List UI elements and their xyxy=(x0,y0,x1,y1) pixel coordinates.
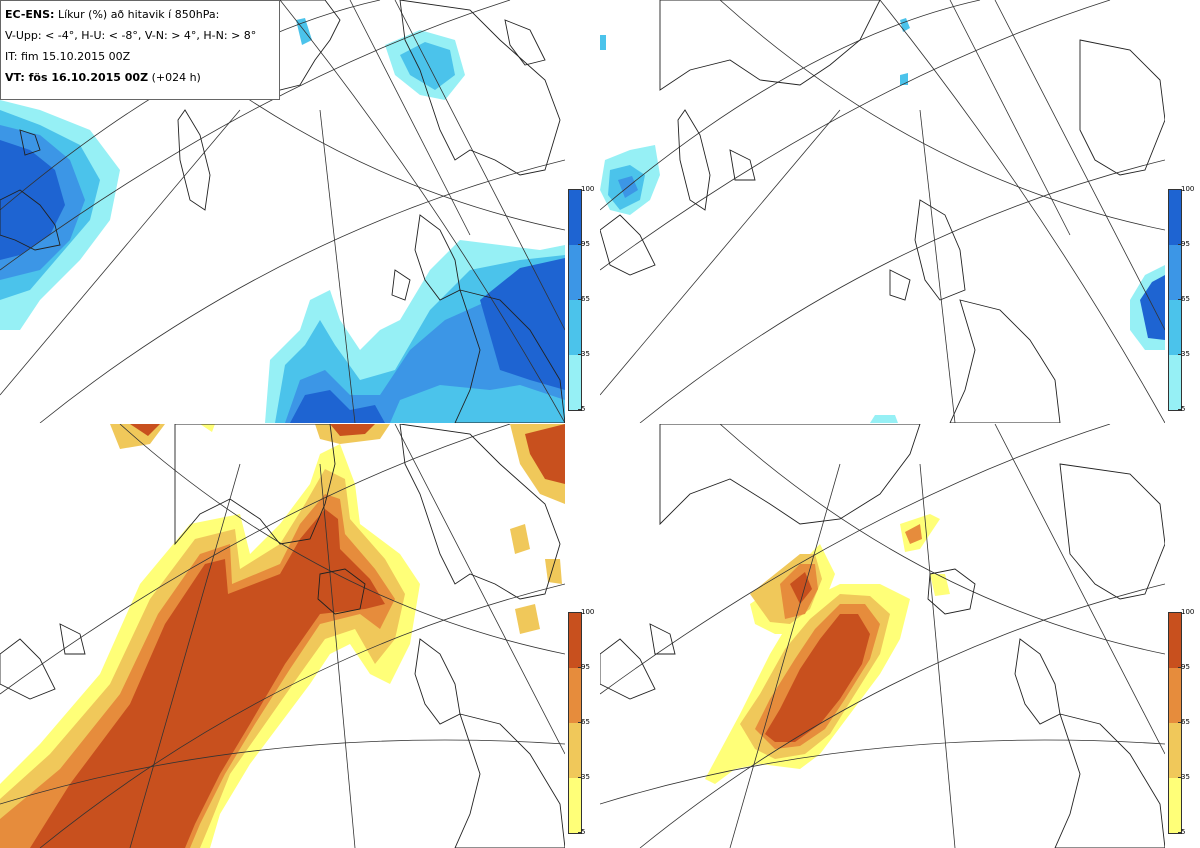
tick-35: 35 xyxy=(1178,350,1190,358)
tick-35: 35 xyxy=(578,773,590,781)
tick-95: 95 xyxy=(578,663,590,671)
coastlines xyxy=(0,424,565,848)
panel-cold-8 xyxy=(600,0,1165,423)
tick-65: 65 xyxy=(578,295,590,303)
probability-field xyxy=(0,424,565,848)
tick-5: 5 xyxy=(577,828,586,836)
colorbar-warm-2: 100 95 65 35 5 xyxy=(1168,608,1200,836)
threshold-text: V-Upp: < -4°, H-U: < -8°, V-N: > 4°, H-N… xyxy=(5,29,257,42)
colorbar-warm-1: 100 95 65 35 5 xyxy=(568,608,602,836)
coastlines xyxy=(600,0,1165,423)
probability-field xyxy=(705,514,950,784)
panel-warm-4 xyxy=(0,424,565,848)
panel-cold-4: EC-ENS: Líkur (%) að hitavik í 850hPa: V… xyxy=(0,0,565,423)
tick-5: 5 xyxy=(1177,828,1186,836)
init-time: IT: fim 15.10.2015 00Z xyxy=(5,50,131,63)
tick-35: 35 xyxy=(1178,773,1190,781)
colorbar-cold-2: 100 95 65 35 5 xyxy=(1168,185,1200,413)
graticule xyxy=(600,0,1165,423)
product-description: Líkur (%) að hitavik í 850hPa: xyxy=(57,8,220,21)
tick-5: 5 xyxy=(1177,405,1186,413)
tick-100: 100 xyxy=(1177,608,1195,616)
map-cold-4 xyxy=(0,0,565,423)
map-warm-8 xyxy=(600,424,1165,848)
forecast-hour: (+024 h) xyxy=(151,71,201,84)
tick-65: 65 xyxy=(578,718,590,726)
tick-100: 100 xyxy=(577,185,595,193)
tick-95: 95 xyxy=(578,240,590,248)
map-cold-8 xyxy=(600,0,1165,423)
tick-100: 100 xyxy=(577,608,595,616)
colorbar-cold-1: 100 95 65 35 5 xyxy=(568,185,602,413)
tick-100: 100 xyxy=(1177,185,1195,193)
tick-65: 65 xyxy=(1178,718,1190,726)
valid-time: VT: fös 16.10.2015 00Z xyxy=(5,71,149,84)
tick-95: 95 xyxy=(1178,663,1190,671)
product-label: EC-ENS: xyxy=(5,8,55,21)
tick-35: 35 xyxy=(578,350,590,358)
map-legend: EC-ENS: Líkur (%) að hitavik í 850hPa: V… xyxy=(0,0,280,100)
map-warm-4 xyxy=(0,424,565,848)
panel-warm-8 xyxy=(600,424,1165,848)
probability-field xyxy=(600,18,1165,423)
coastlines xyxy=(0,0,565,423)
tick-5: 5 xyxy=(577,405,586,413)
graticule xyxy=(0,0,565,423)
tick-65: 65 xyxy=(1178,295,1190,303)
tick-95: 95 xyxy=(1178,240,1190,248)
coastlines xyxy=(600,424,1165,848)
